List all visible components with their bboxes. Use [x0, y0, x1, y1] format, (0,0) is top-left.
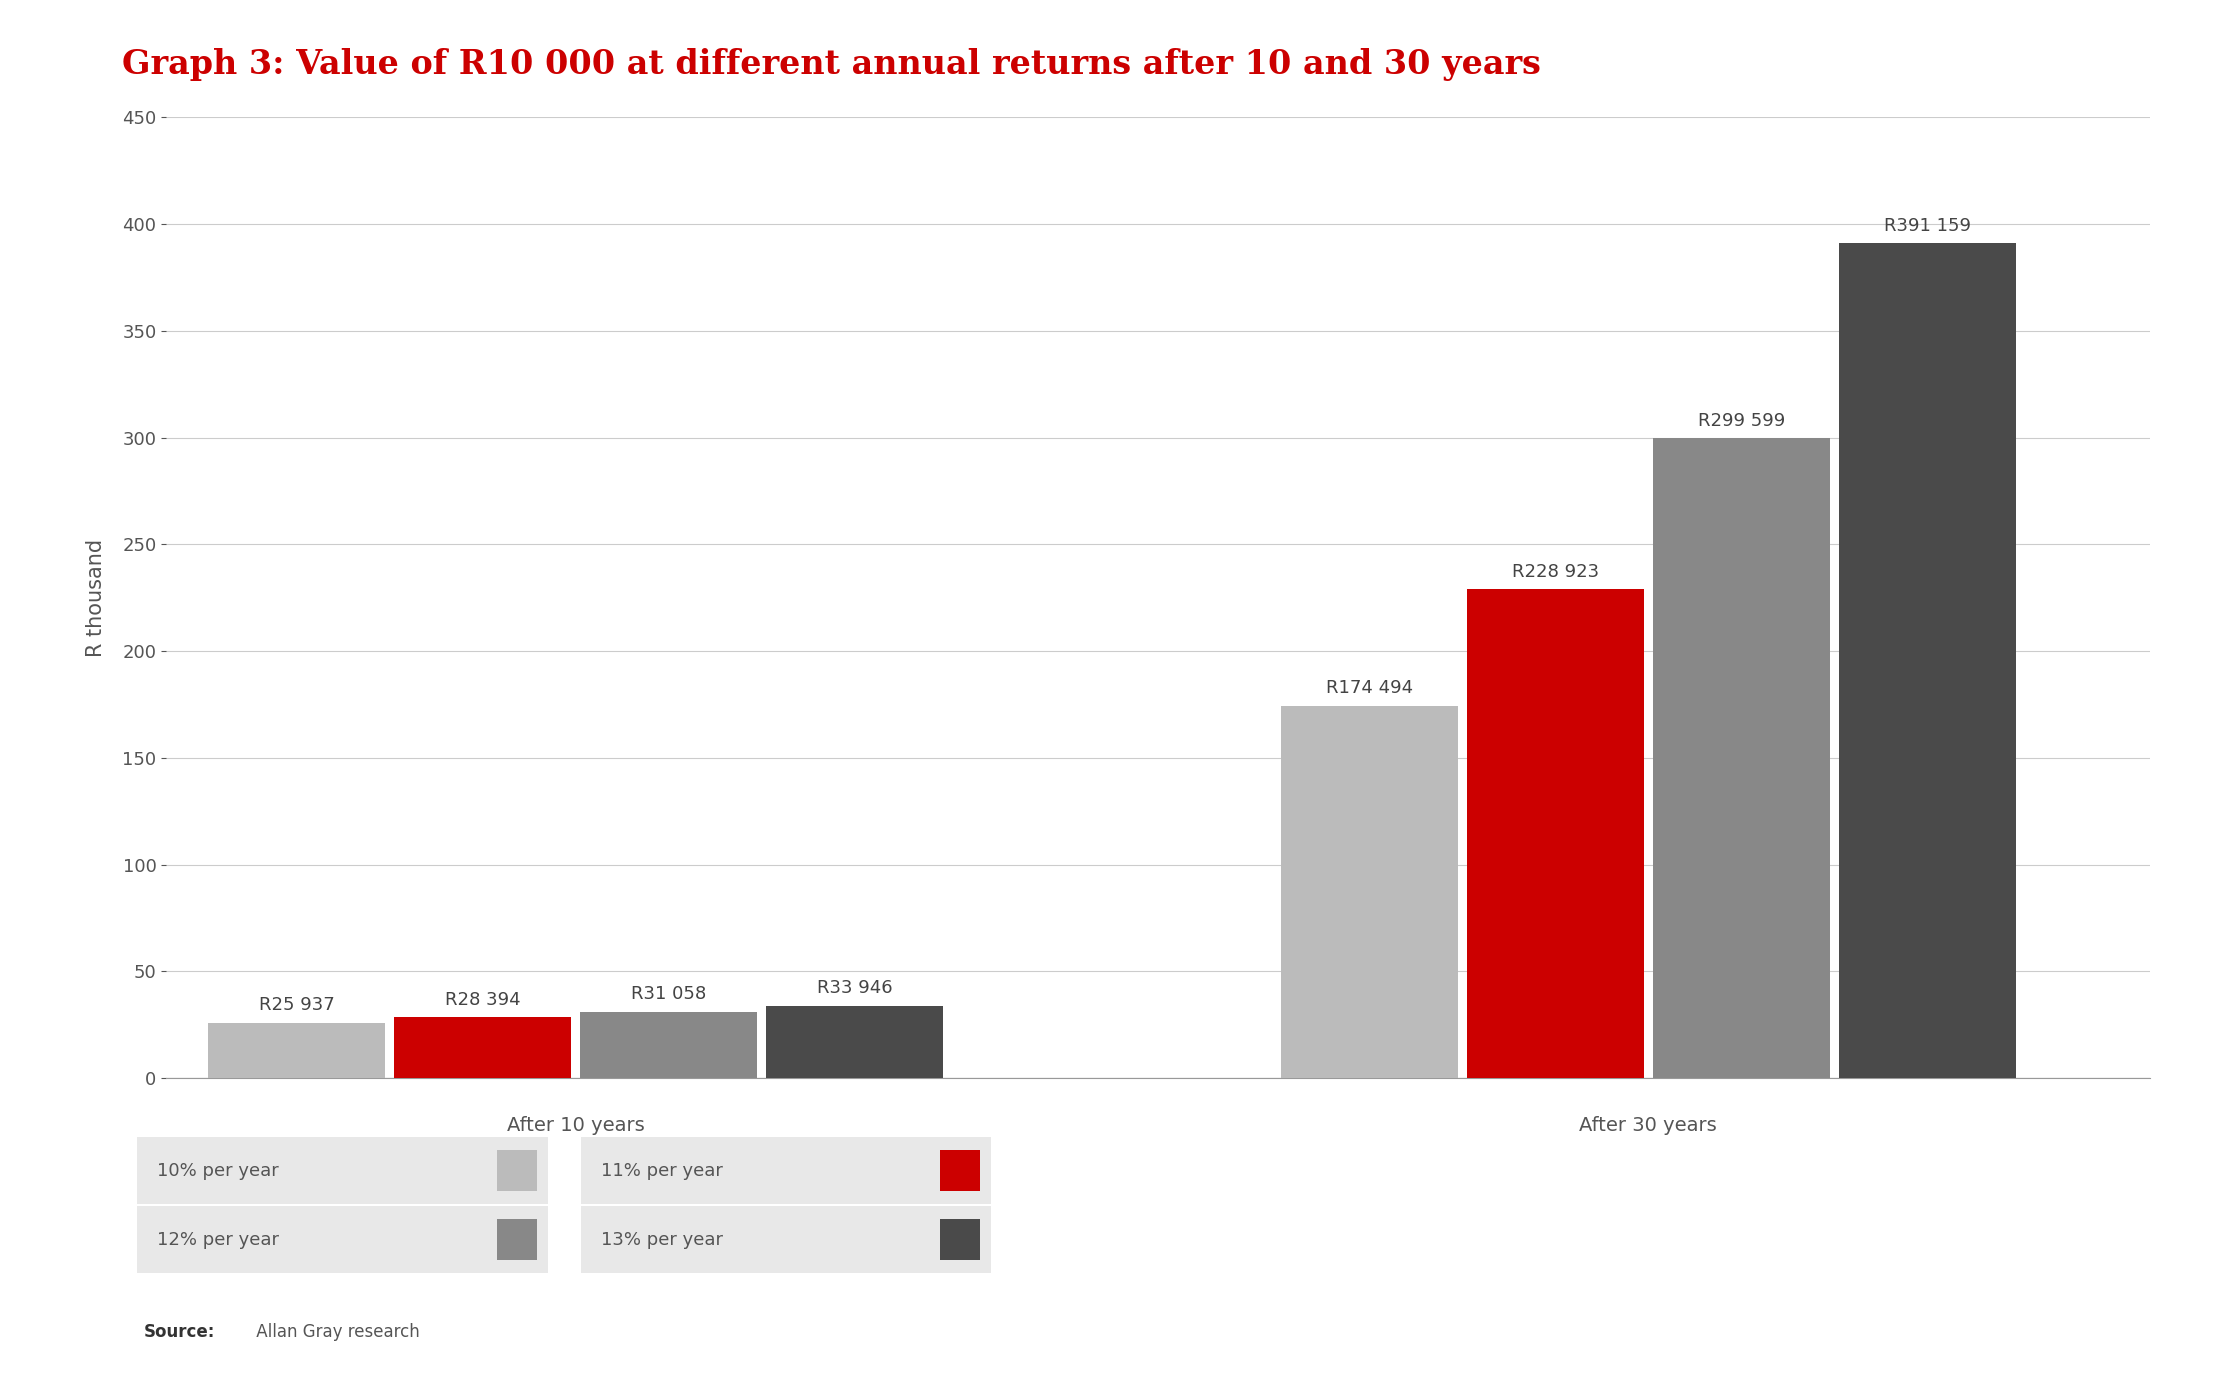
Text: R31 058: R31 058: [632, 985, 705, 1003]
Text: 11% per year: 11% per year: [601, 1161, 723, 1180]
Bar: [581, 1012, 756, 1078]
Bar: [1838, 243, 2015, 1078]
Text: R174 494: R174 494: [1326, 679, 1412, 697]
Bar: [208, 1023, 386, 1078]
Text: Graph 3: Value of R10 000 at different annual returns after 10 and 30 years: Graph 3: Value of R10 000 at different a…: [122, 48, 1541, 82]
Bar: [1654, 438, 1829, 1078]
Text: R228 923: R228 923: [1512, 562, 1598, 580]
Text: Allan Gray research: Allan Gray research: [251, 1323, 419, 1341]
Text: 10% per year: 10% per year: [157, 1161, 279, 1180]
Text: R33 946: R33 946: [816, 978, 891, 996]
Text: R25 937: R25 937: [259, 996, 335, 1014]
Text: 13% per year: 13% per year: [601, 1230, 723, 1249]
Text: R299 599: R299 599: [1698, 412, 1785, 430]
Text: After 10 years: After 10 years: [505, 1117, 645, 1136]
Y-axis label: R thousand: R thousand: [86, 539, 106, 656]
Bar: [1468, 589, 1643, 1078]
Bar: [1281, 706, 1459, 1078]
Text: R391 159: R391 159: [1884, 217, 1971, 235]
Text: 12% per year: 12% per year: [157, 1230, 279, 1249]
Text: Source:: Source:: [144, 1323, 215, 1341]
Text: After 30 years: After 30 years: [1579, 1117, 1718, 1136]
Bar: [767, 1006, 942, 1078]
Text: R28 394: R28 394: [446, 991, 521, 1009]
Bar: [395, 1017, 570, 1078]
